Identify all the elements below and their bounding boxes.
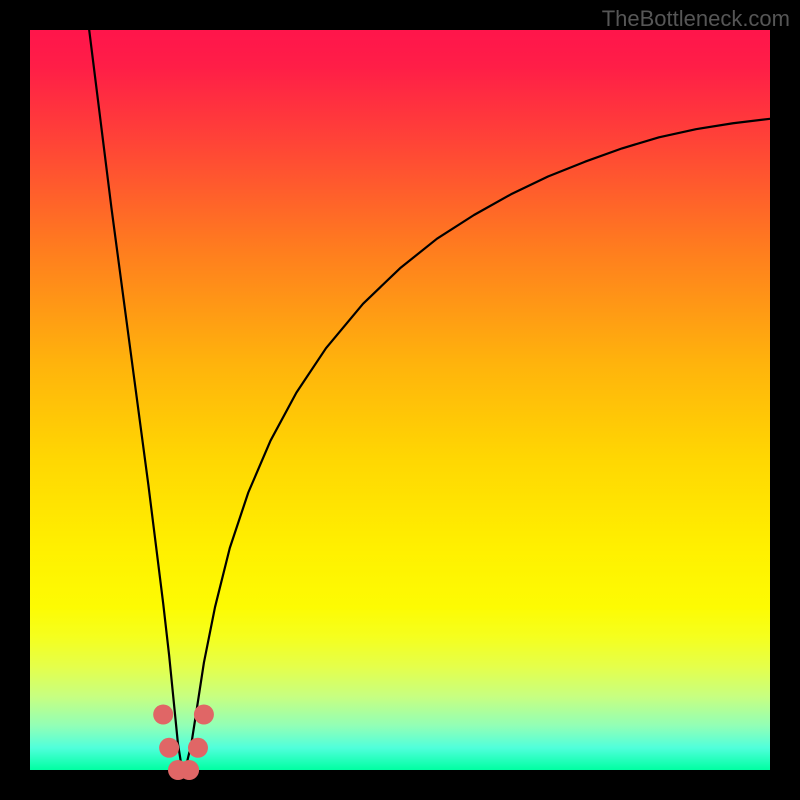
valley-marker [179,760,199,780]
bottleneck-chart [0,0,800,800]
chart-container: TheBottleneck.com [0,0,800,800]
watermark-text: TheBottleneck.com [602,6,790,32]
valley-marker [194,705,214,725]
chart-plot-background [30,30,770,770]
valley-marker [153,705,173,725]
valley-marker [159,738,179,758]
valley-marker [188,738,208,758]
